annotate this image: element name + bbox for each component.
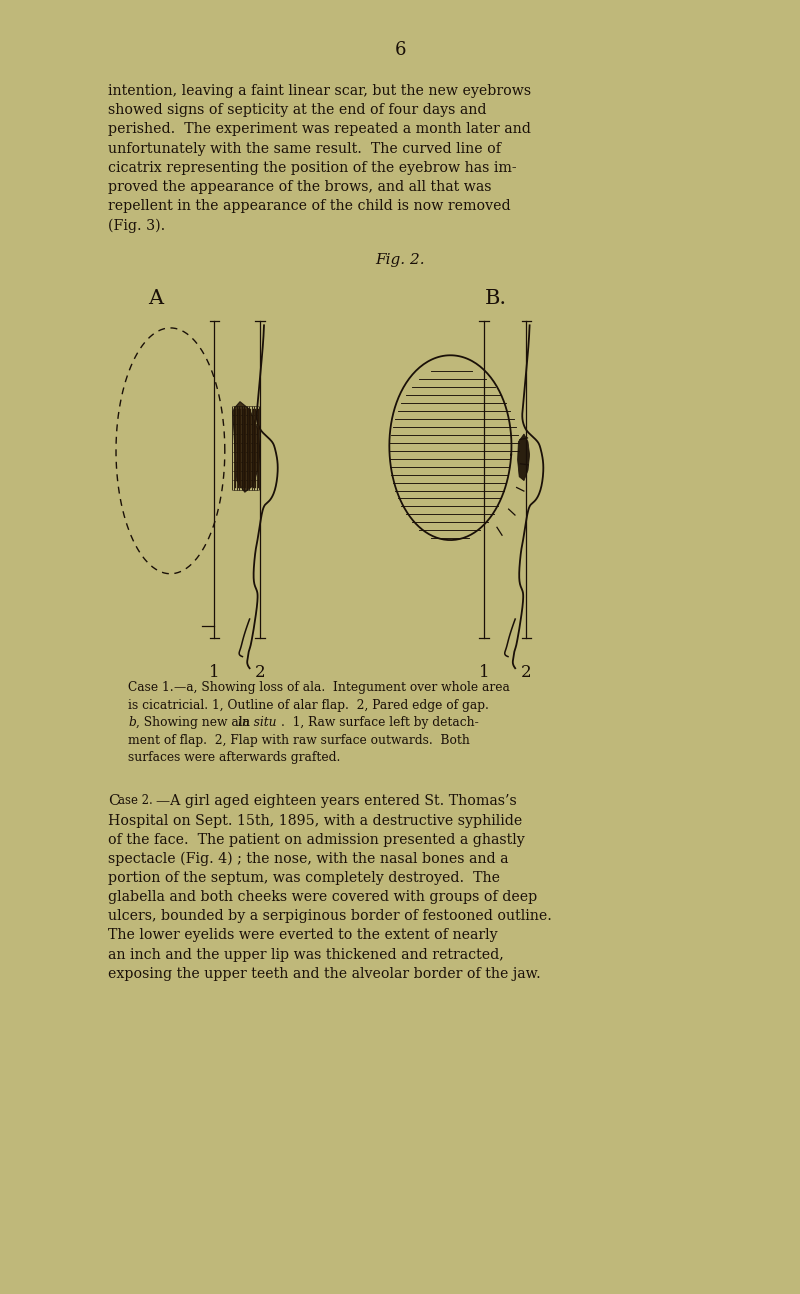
- Text: B.: B.: [485, 289, 507, 308]
- Text: 2: 2: [254, 664, 266, 682]
- Text: (Fig. 3).: (Fig. 3).: [108, 219, 166, 233]
- Text: A: A: [149, 289, 163, 308]
- Text: repellent in the appearance of the child is now removed: repellent in the appearance of the child…: [108, 199, 510, 214]
- Text: in situ: in situ: [238, 716, 277, 729]
- Text: cicatrix representing the position of the eyebrow has im-: cicatrix representing the position of th…: [108, 160, 517, 175]
- Text: portion of the septum, was completely destroyed.  The: portion of the septum, was completely de…: [108, 871, 500, 885]
- Text: 6: 6: [394, 41, 406, 60]
- Text: spectacle (Fig. 4) ; the nose, with the nasal bones and a: spectacle (Fig. 4) ; the nose, with the …: [108, 851, 509, 866]
- Text: glabella and both cheeks were covered with groups of deep: glabella and both cheeks were covered wi…: [108, 890, 538, 905]
- Text: .  1, Raw surface left by detach-: . 1, Raw surface left by detach-: [281, 716, 478, 729]
- Text: The lower eyelids were everted to the extent of nearly: The lower eyelids were everted to the ex…: [108, 929, 498, 942]
- Text: 1: 1: [209, 664, 220, 682]
- Text: 1: 1: [478, 664, 490, 682]
- Text: —a, Showing loss of ala.  Integument over whole area: —a, Showing loss of ala. Integument over…: [174, 681, 510, 694]
- Text: is cicatricial. 1, Outline of alar flap.  2, Pared edge of gap.: is cicatricial. 1, Outline of alar flap.…: [128, 699, 489, 712]
- Text: Case 1.: Case 1.: [128, 681, 174, 694]
- Text: C: C: [108, 795, 119, 809]
- Text: an inch and the upper lip was thickened and retracted,: an inch and the upper lip was thickened …: [108, 947, 504, 961]
- Text: proved the appearance of the brows, and all that was: proved the appearance of the brows, and …: [108, 180, 491, 194]
- Text: ment of flap.  2, Flap with raw surface outwards.  Both: ment of flap. 2, Flap with raw surface o…: [128, 734, 470, 747]
- Polygon shape: [233, 401, 260, 492]
- Text: surfaces were afterwards grafted.: surfaces were afterwards grafted.: [128, 751, 340, 763]
- Text: Fig. 2.: Fig. 2.: [375, 252, 425, 267]
- Text: ulcers, bounded by a serpiginous border of festooned outline.: ulcers, bounded by a serpiginous border …: [108, 910, 552, 924]
- Polygon shape: [518, 433, 530, 480]
- Text: , Showing new ala: , Showing new ala: [136, 716, 254, 729]
- Text: exposing the upper teeth and the alveolar border of the jaw.: exposing the upper teeth and the alveola…: [108, 967, 541, 981]
- Text: Hospital on Sept. 15th, 1895, with a destructive syphilide: Hospital on Sept. 15th, 1895, with a des…: [108, 814, 522, 828]
- Text: perished.  The experiment was repeated a month later and: perished. The experiment was repeated a …: [108, 123, 531, 136]
- Text: ase 2.: ase 2.: [118, 795, 152, 807]
- Text: unfortunately with the same result.  The curved line of: unfortunately with the same result. The …: [108, 141, 501, 155]
- Text: intention, leaving a faint linear scar, but the new eyebrows: intention, leaving a faint linear scar, …: [108, 84, 531, 98]
- Text: showed signs of septicity at the end of four days and: showed signs of septicity at the end of …: [108, 104, 486, 118]
- Text: 2: 2: [521, 664, 532, 682]
- Text: b: b: [128, 716, 136, 729]
- Text: of the face.  The patient on admission presented a ghastly: of the face. The patient on admission pr…: [108, 833, 525, 846]
- Text: —A girl aged eighteen years entered St. Thomas’s: —A girl aged eighteen years entered St. …: [156, 795, 517, 809]
